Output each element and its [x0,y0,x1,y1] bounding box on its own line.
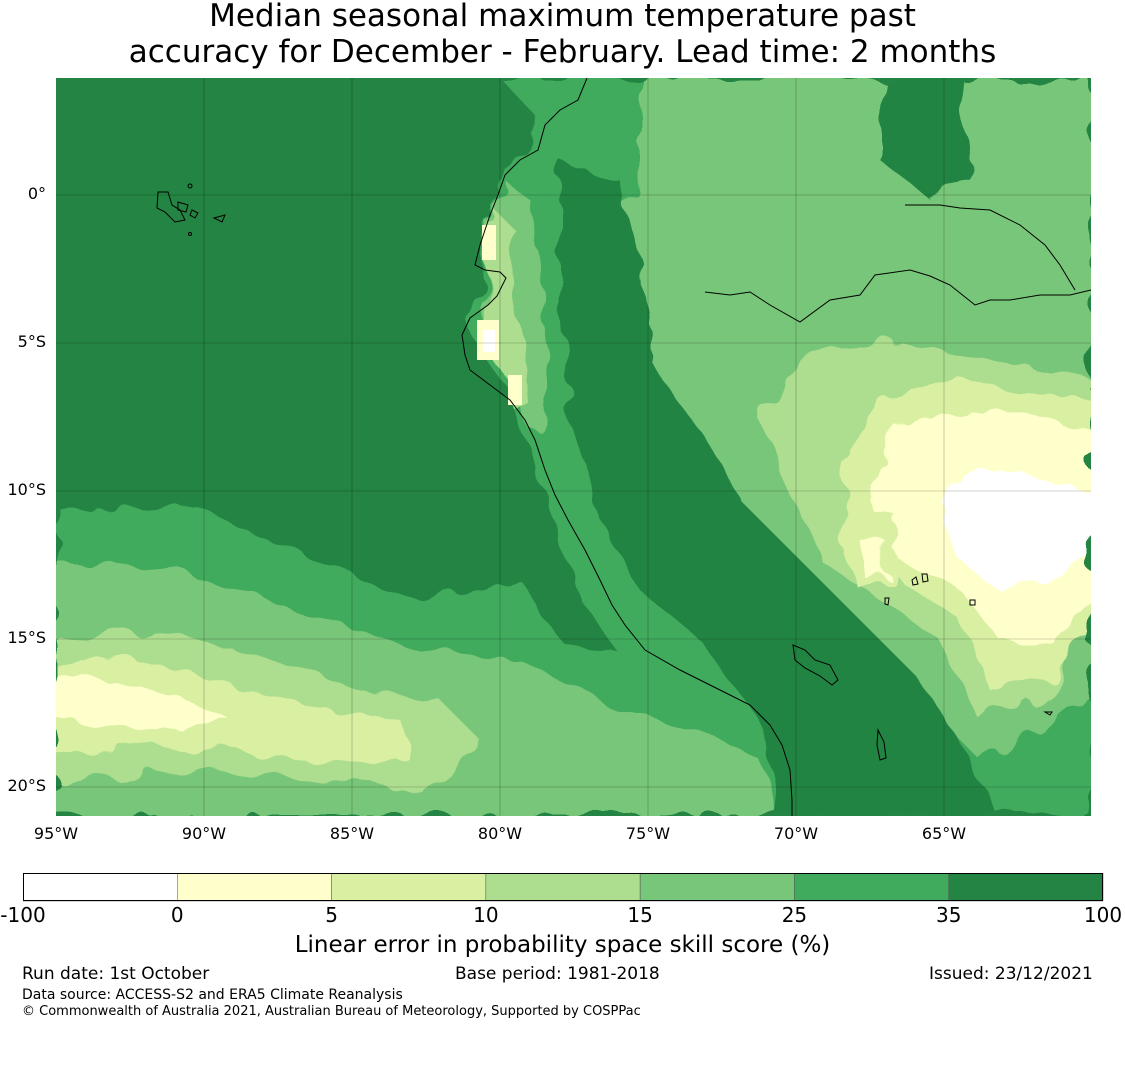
lon-label-65w: 65°W [921,824,967,843]
lat-label-5s: 5°S [17,332,46,351]
lon-label-95w: 95°W [33,824,79,843]
lake-poopo [876,728,887,761]
lon-label-85w: 85°W [329,824,375,843]
run-date: Run date: 1st October [22,964,210,984]
colorbar-tick-0: -100 [0,903,46,927]
coast-spot-1 [482,225,496,260]
chart-title-line1: Median seasonal maximum temperature past [209,0,916,34]
lon-label-70w: 70°W [773,824,819,843]
amazon-skill-negative [940,470,1091,590]
colorbar-tick-3: 10 [473,903,499,927]
gridlines [56,78,1091,816]
colorbar-label: Linear error in probability space skill … [294,932,831,958]
altiplano-skill-0-5 [860,540,890,578]
colorbar-tick-5: 25 [781,903,808,927]
coast-spot-3 [483,330,495,352]
lat-label-0: 0° [27,184,46,203]
colorbar-tick-7: 100 [1083,903,1123,927]
andes-high-skill [560,160,1000,816]
coast-spot-4 [508,375,522,405]
lon-label-75w: 75°W [625,824,671,843]
altiplano-lakes [884,573,1053,716]
galapagos-islands [156,183,226,236]
colorbar-cell-4 [639,873,795,902]
river-amazon [704,269,1091,323]
pacific-band-5-10 [56,660,410,760]
colorbar-cell-3 [485,873,641,902]
pacific-band-bottom [150,780,300,816]
chart-title-line2: accuracy for December - February. Lead t… [128,34,997,70]
colorbar-tick-1: 0 [170,903,184,927]
coastline [461,78,793,816]
colorbar-cell-6 [948,873,1104,902]
amazon-high-skill-patch [880,78,970,200]
colorbar-tick-6: 35 [935,903,962,927]
skill-score-map [56,78,1091,816]
river-napo [905,204,1076,291]
colorbar-cell-1 [177,873,332,902]
lat-label-20s: 20°S [7,776,46,795]
copyright: © Commonwealth of Australia 2021, Austra… [22,1004,641,1019]
data-source: Data source: ACCESS-S2 and ERA5 Climate … [22,987,403,1003]
lat-label-10s: 10°S [7,480,46,499]
colorbar-cell-2 [331,873,487,902]
colorbar-cell-0 [23,873,178,902]
issued-date: Issued: 23/12/2021 [929,964,1093,984]
base-period: Base period: 1981-2018 [455,964,660,984]
colorbar [23,873,1104,902]
lat-label-15s: 15°S [7,628,46,647]
lake-titicaca [792,644,839,686]
pacific-band-0-5 [56,675,230,730]
lon-label-80w: 80°W [477,824,523,843]
colorbar-cell-5 [794,873,949,902]
colorbar-tick-2: 5 [325,903,338,927]
lon-label-90w: 90°W [181,824,227,843]
colorbar-tick-4: 15 [627,903,653,927]
